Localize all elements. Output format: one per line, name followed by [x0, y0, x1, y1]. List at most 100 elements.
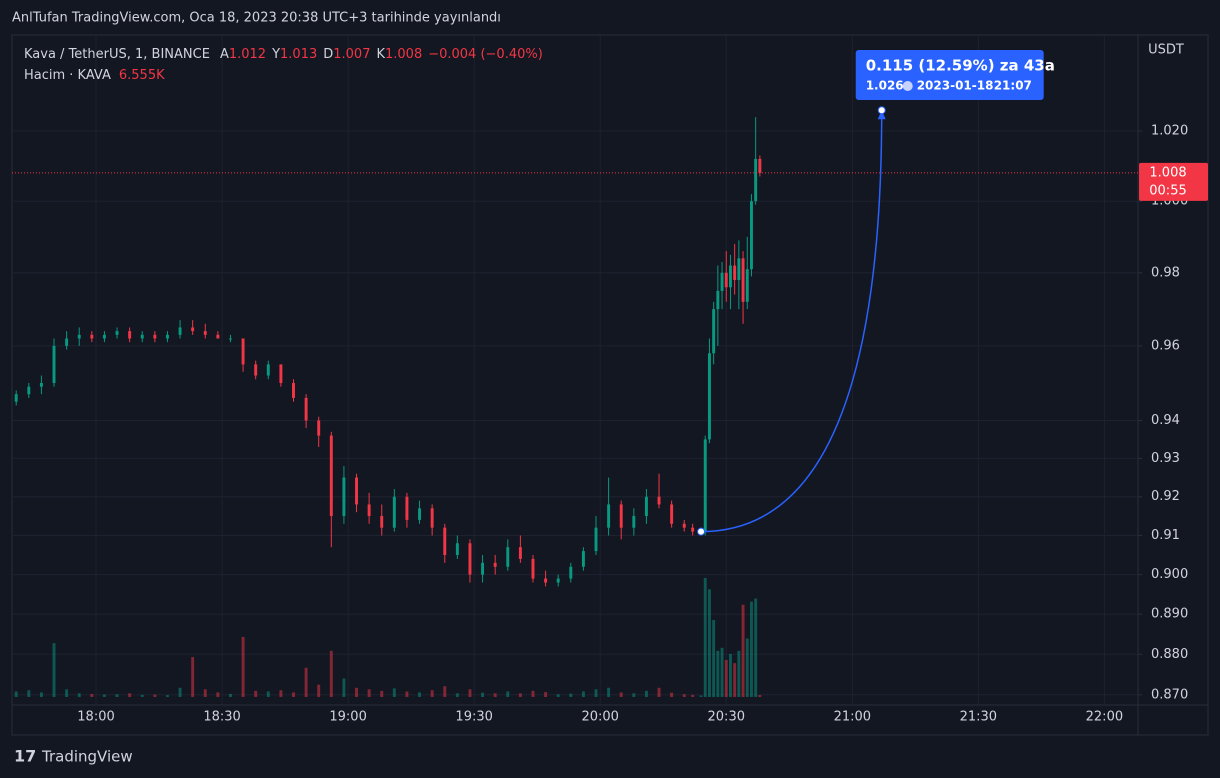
volume-bar	[102, 694, 106, 697]
last-price-box	[1139, 162, 1208, 201]
candle-body	[682, 523, 686, 528]
candle-body	[506, 547, 510, 567]
candle-body	[191, 327, 195, 332]
volume-bar	[733, 663, 737, 697]
volume-bar	[728, 653, 732, 697]
volume-bar	[720, 647, 724, 697]
candle-body	[468, 543, 472, 575]
volume-bar	[65, 689, 69, 697]
candle-body	[691, 527, 695, 532]
candle-body	[241, 338, 245, 365]
chart-frame	[11, 34, 1209, 736]
candle-body	[741, 258, 745, 302]
measure-label: 0.115 (12.59%) za 43a	[866, 57, 1055, 75]
volume-bar	[481, 692, 485, 697]
volume-bar	[355, 687, 358, 697]
candle-body	[493, 562, 497, 567]
candle-body	[355, 477, 358, 505]
volume-bar	[39, 692, 43, 697]
volume-bar	[77, 693, 81, 697]
candle-body	[733, 265, 737, 281]
volume-bar	[712, 620, 716, 697]
volume-bar	[304, 667, 308, 697]
volume-bar	[27, 690, 31, 697]
measure-date: 2023-01-18	[917, 79, 994, 93]
volume-bar	[691, 694, 695, 697]
candle-body	[304, 397, 308, 421]
candle-body	[758, 158, 762, 173]
y-tick-label: 0.880	[1151, 647, 1188, 662]
candle-body	[229, 338, 232, 340]
candle-body	[77, 334, 81, 339]
candle-body	[754, 158, 758, 202]
candle-body	[380, 516, 384, 528]
x-tick-label: 21:00	[834, 710, 871, 725]
y-tick-label: 0.98	[1151, 265, 1180, 280]
candle-body	[128, 331, 132, 339]
volume-bar	[607, 687, 611, 697]
volume-bar	[724, 660, 728, 697]
volume-bar	[52, 643, 56, 697]
candle-body	[90, 334, 94, 339]
candle-body	[292, 382, 295, 398]
ohlc-letter: A	[220, 47, 229, 62]
volume-bar	[544, 692, 548, 697]
candle-body	[317, 420, 321, 436]
candle-body	[720, 272, 724, 291]
candle-body	[581, 551, 585, 567]
ohlc-value: 1.008	[385, 47, 422, 62]
volume-bar	[758, 694, 762, 697]
volume-bar	[754, 598, 758, 697]
volume-bar	[703, 577, 707, 697]
candle-body	[178, 327, 182, 335]
y-tick-label: 0.870	[1151, 687, 1188, 702]
volume-bar	[266, 691, 270, 697]
volume-bar	[279, 690, 283, 697]
volume-bar	[178, 687, 182, 697]
volume-bar	[699, 695, 703, 697]
volume-bar	[556, 694, 560, 697]
y-tick-label: 0.91	[1151, 528, 1180, 543]
candles	[14, 117, 762, 587]
candle-body	[254, 364, 258, 376]
candle-body	[455, 543, 459, 555]
legend: Kava / TetherUS, 1, BINANCE A1.012 Y1.013 D…	[24, 47, 543, 62]
brand: 𝟭𝟳 TradingView	[14, 747, 133, 766]
volume-bar	[128, 693, 132, 697]
ohlc-letter: K	[376, 47, 385, 62]
candle-body	[707, 353, 711, 440]
candle-body	[703, 439, 707, 532]
volume-bar	[14, 691, 18, 697]
ohlc-value: 1.007	[333, 47, 370, 62]
volume-bar	[518, 693, 522, 697]
volume-bar	[737, 650, 741, 697]
x-tick-label: 22:00	[1086, 710, 1123, 725]
volume-bar	[644, 690, 648, 697]
x-tick-label: 20:00	[581, 710, 618, 725]
volume-bar	[342, 678, 346, 697]
volume-bar	[380, 690, 384, 697]
candle-body	[712, 309, 716, 354]
volume-title: Hacim · KAVA	[24, 68, 111, 83]
change: −0.004 (−0.40%)	[428, 47, 543, 62]
volume-bar	[165, 695, 169, 697]
y-tick-label: 0.94	[1151, 413, 1180, 428]
candle-body	[728, 265, 732, 288]
volume-bar	[581, 691, 585, 697]
candle-body	[279, 364, 283, 383]
ohlc-letter: Y	[271, 47, 280, 62]
last-price-label: 1.008	[1149, 165, 1186, 180]
ohlc-value: 1.012	[229, 47, 266, 62]
volume-bar	[430, 690, 434, 697]
candle-body	[102, 334, 106, 339]
volume-value: 6.555K	[119, 68, 165, 83]
candle-body	[329, 435, 333, 517]
y-tick-label: 0.900	[1151, 567, 1188, 582]
volume-bar	[418, 692, 422, 697]
candle-body	[418, 508, 422, 520]
measure-time: 21:07	[994, 79, 1032, 93]
currency: USDT	[1148, 43, 1184, 58]
volume-bar	[749, 601, 753, 697]
volume-bar	[292, 692, 295, 697]
y-tick-label: 0.96	[1151, 338, 1180, 353]
